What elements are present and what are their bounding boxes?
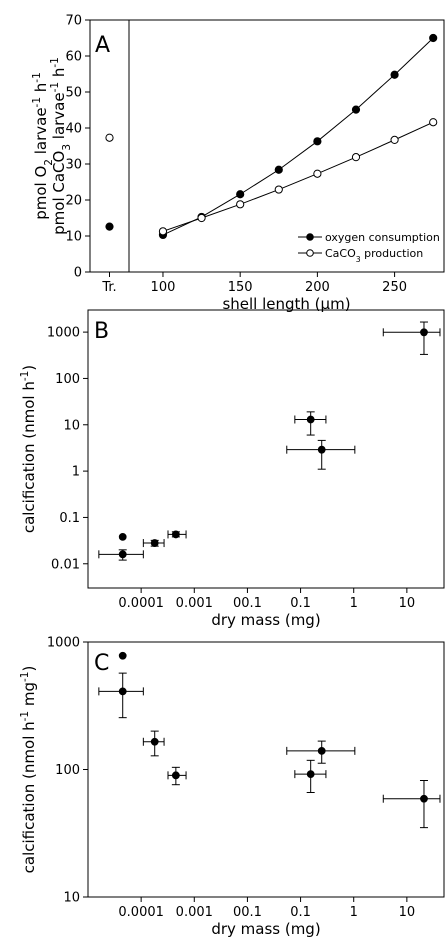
y-tick-label: 70 bbox=[65, 14, 82, 29]
trochophore-point bbox=[105, 222, 114, 231]
y-tick-label: 50 bbox=[65, 86, 82, 101]
legend-label: CaCO3 production bbox=[325, 247, 423, 264]
legend-marker bbox=[306, 233, 314, 241]
x-tick-label: 0.1 bbox=[290, 596, 311, 611]
panel-c: 10 100 1000 0.0001 0.001 00.1 0.1 1 10 dry mass (… bbox=[19, 636, 445, 938]
y-tick-label: 1 bbox=[72, 465, 80, 480]
y-tick-label: 20 bbox=[65, 194, 82, 209]
data-point bbox=[150, 737, 159, 746]
y-tick-label: 0.1 bbox=[59, 511, 80, 526]
x-tick-label: 200 bbox=[305, 280, 330, 295]
x-tick-label: 10 bbox=[399, 596, 416, 611]
panel-b: 0.01 0.1 1 10 100 1000 0.0001 0.001 00.1 0.1 1 10 dr… bbox=[19, 309, 445, 629]
panel-label: C bbox=[94, 651, 109, 676]
data-point bbox=[118, 687, 127, 696]
data-point bbox=[351, 153, 361, 162]
x-tick-label: 250 bbox=[382, 280, 407, 295]
y-tick-label: 0.01 bbox=[51, 557, 80, 572]
panel-label: A bbox=[95, 33, 110, 58]
plot-frame bbox=[89, 19, 445, 273]
x-tick-label: 10 bbox=[399, 905, 416, 920]
data-point bbox=[420, 328, 428, 337]
legend-marker bbox=[306, 249, 314, 257]
data-point bbox=[317, 445, 326, 454]
y-tick-label: 40 bbox=[65, 122, 82, 137]
data-point bbox=[197, 213, 206, 223]
data-point bbox=[313, 169, 322, 178]
data-point bbox=[429, 33, 438, 43]
data-point bbox=[390, 70, 399, 79]
x-tick-label: 0.1 bbox=[290, 905, 311, 920]
y-tick-label: 100 bbox=[55, 763, 80, 778]
x-tick-label: 0.001 bbox=[176, 905, 213, 920]
data-point bbox=[171, 771, 180, 780]
data-point bbox=[118, 550, 127, 559]
data-point bbox=[118, 533, 127, 541]
x-tick-label: 0.0001 bbox=[118, 596, 164, 611]
y-tick-label: 0 bbox=[74, 266, 82, 281]
y-tick-label: 1000 bbox=[47, 636, 80, 651]
y-tick-label: 10 bbox=[63, 891, 80, 906]
y-tick-label: 30 bbox=[65, 158, 82, 173]
plot-frame bbox=[87, 309, 445, 589]
y-axis-label: pmol CaCO3 larvae-1 h-1 bbox=[49, 57, 73, 235]
plot-frame bbox=[87, 641, 445, 898]
data-point bbox=[390, 135, 399, 144]
y-axis-label: pmol O2 larvae-1 h-1 bbox=[31, 72, 55, 220]
data-point bbox=[274, 165, 283, 174]
data-point bbox=[420, 794, 428, 803]
legend-label: oxygen consumption bbox=[325, 231, 440, 244]
data-point bbox=[306, 770, 315, 779]
data-point bbox=[313, 137, 322, 146]
y-tick-label: 10 bbox=[63, 418, 80, 433]
series-line-caco3 bbox=[162, 121, 434, 232]
y-tick-label: 100 bbox=[55, 372, 80, 387]
x-axis-label: shell length (µm) bbox=[222, 295, 350, 313]
data-point bbox=[171, 530, 180, 539]
data-point bbox=[158, 227, 168, 236]
data-point bbox=[351, 105, 361, 114]
y-tick-label: 1000 bbox=[47, 326, 80, 341]
data-point bbox=[236, 190, 245, 199]
series-line-oxygen bbox=[162, 37, 434, 236]
x-tick-label: 1 bbox=[350, 596, 358, 611]
data-point bbox=[118, 651, 127, 660]
panel-label: B bbox=[94, 319, 109, 344]
data-point bbox=[306, 415, 315, 424]
x-tick-label: 0.0001 bbox=[118, 905, 164, 920]
panel-a: 0 10 20 30 40 50 60 70 Tr. 100 150 200 250 shell leng… bbox=[31, 14, 445, 313]
data-point bbox=[317, 746, 326, 755]
data-point bbox=[150, 539, 159, 547]
data-point bbox=[429, 118, 438, 127]
data-point bbox=[274, 185, 283, 194]
data-point bbox=[236, 200, 245, 209]
trochophore-point bbox=[105, 133, 114, 142]
x-tick-label: 0.001 bbox=[176, 596, 213, 611]
x-tick-label-trochophore: Tr. bbox=[101, 280, 116, 295]
y-tick-label: 60 bbox=[65, 50, 82, 65]
x-axis-label: dry mass (mg) bbox=[211, 611, 320, 629]
x-tick-label: 1 bbox=[350, 905, 358, 920]
y-tick-label: 10 bbox=[65, 230, 82, 245]
y-axis-label: calcification (nmol h-1) bbox=[19, 365, 38, 533]
x-tick-label: 00.1 bbox=[233, 596, 262, 611]
x-tick-label: 150 bbox=[228, 280, 253, 295]
x-tick-label: 00.1 bbox=[233, 905, 262, 920]
x-tick-label: 100 bbox=[151, 280, 176, 295]
x-axis-label: dry mass (mg) bbox=[211, 920, 320, 938]
y-axis-label: calcification (nmol h-1 mg-1) bbox=[19, 666, 38, 874]
